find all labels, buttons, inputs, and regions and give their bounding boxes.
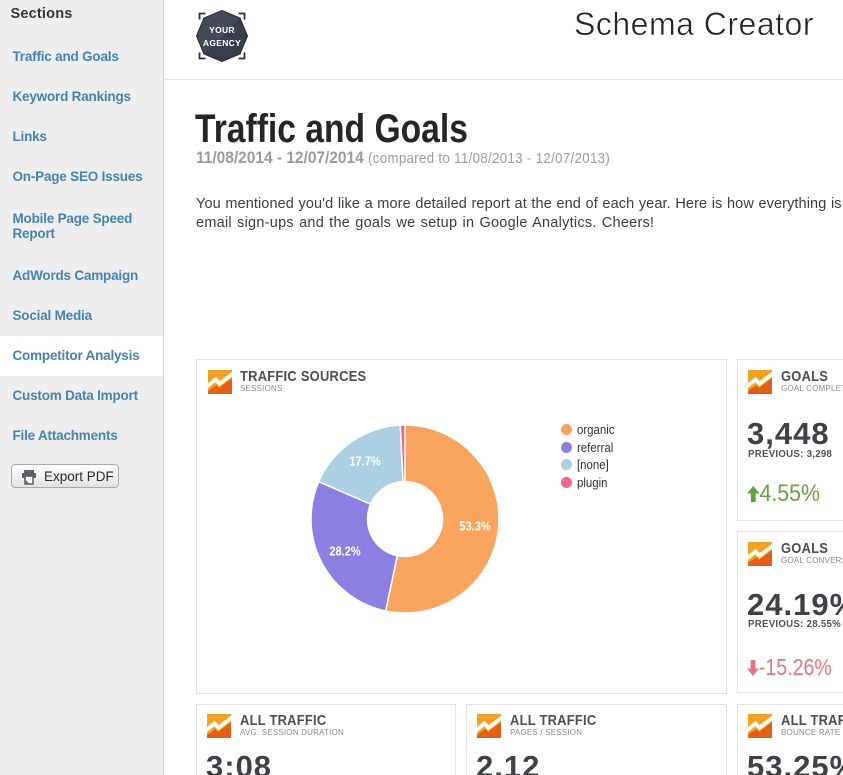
svg-text:YOUR: YOUR [209,25,235,35]
svg-text:AGENCY: AGENCY [203,38,241,48]
